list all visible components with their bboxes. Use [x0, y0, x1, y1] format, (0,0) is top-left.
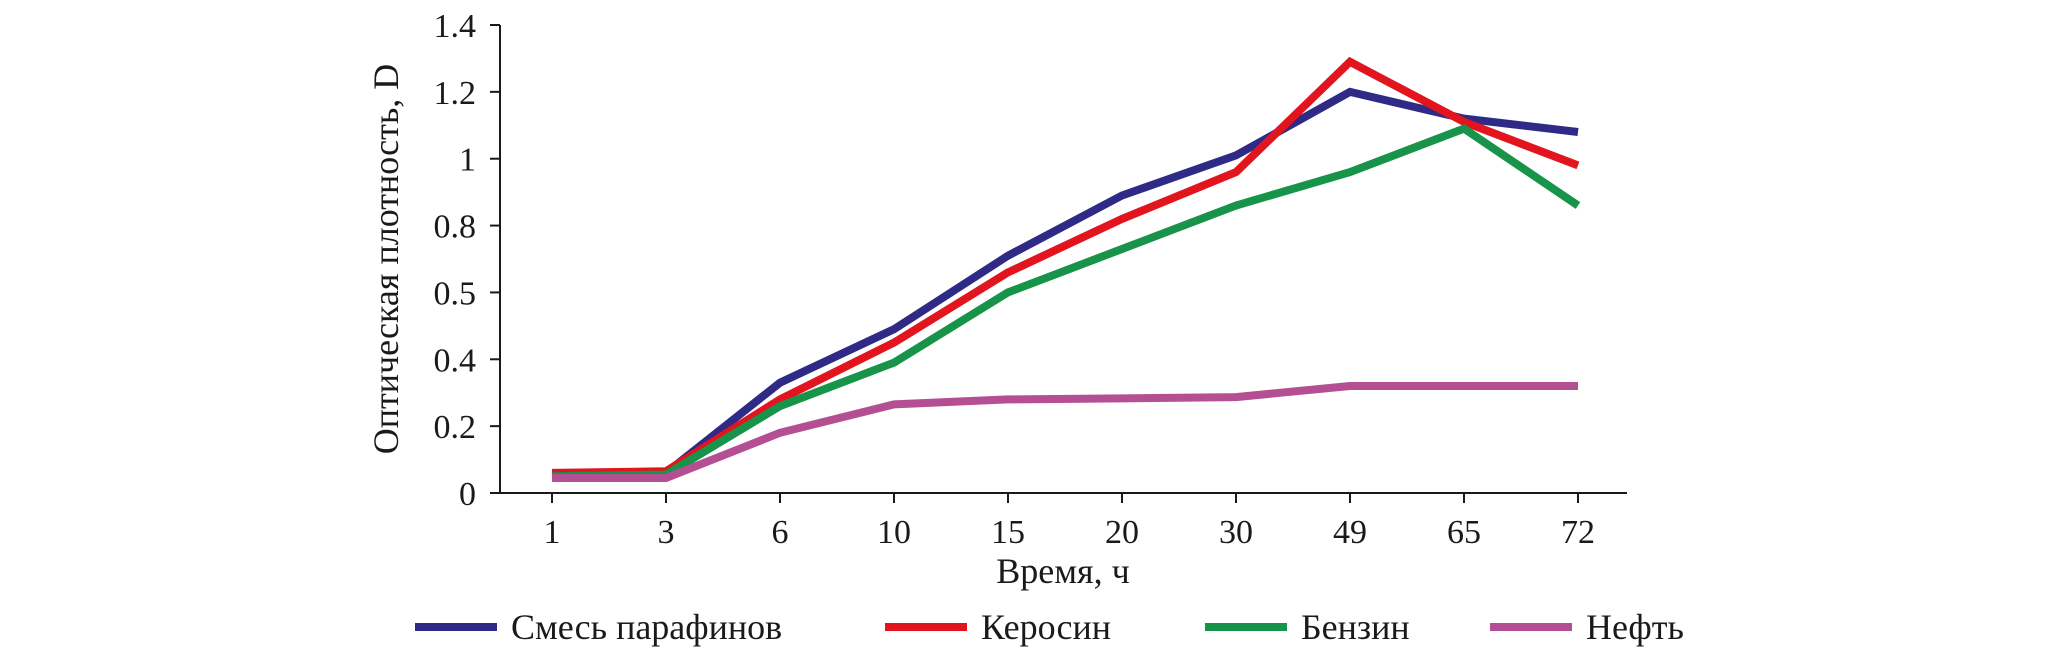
- x-tick-label: 20: [1105, 514, 1139, 551]
- y-ticks: 0 0.2 0.4 0.5 0.8 1 1.2 1.4: [434, 8, 500, 513]
- legend-label: Бензин: [1301, 607, 1410, 647]
- y-tick-label: 1.4: [434, 8, 477, 45]
- x-tick-label: 3: [658, 514, 675, 551]
- series-layer: [551, 56, 1581, 482]
- legend: Смесь парафинов Керосин Бензин Нефть: [415, 607, 1684, 647]
- y-tick-label: 0.4: [434, 342, 477, 379]
- series-line: [551, 124, 1581, 481]
- x-tick-label: 6: [772, 514, 789, 551]
- y-tick-label: 1: [459, 142, 476, 179]
- x-axis-title: Время, ч: [996, 551, 1129, 591]
- axes: [499, 25, 1627, 494]
- y-tick-label: 0.2: [434, 409, 477, 446]
- legend-label: Смесь парафинов: [511, 607, 782, 647]
- y-tick-label: 0.8: [434, 209, 477, 246]
- series-line: [552, 382, 1578, 482]
- x-tick-label: 10: [877, 514, 911, 551]
- series-line: [551, 87, 1579, 481]
- series-line: [551, 56, 1580, 477]
- x-tick-label: 1: [544, 514, 561, 551]
- legend-label: Нефть: [1586, 607, 1684, 647]
- y-tick-label: 0.5: [434, 275, 477, 312]
- x-ticks: 1 3 6 10 15 20 30 49 65 72: [544, 493, 1595, 551]
- x-tick-label: 30: [1219, 514, 1253, 551]
- x-tick-label: 15: [991, 514, 1025, 551]
- y-tick-label: 0: [459, 476, 476, 513]
- legend-label: Керосин: [981, 607, 1111, 647]
- x-tick-label: 49: [1333, 514, 1367, 551]
- y-tick-label: 1.2: [434, 75, 477, 112]
- y-axis-title: Оптическая плотность, D: [366, 64, 406, 454]
- x-tick-label: 72: [1561, 514, 1595, 551]
- x-tick-label: 65: [1447, 514, 1481, 551]
